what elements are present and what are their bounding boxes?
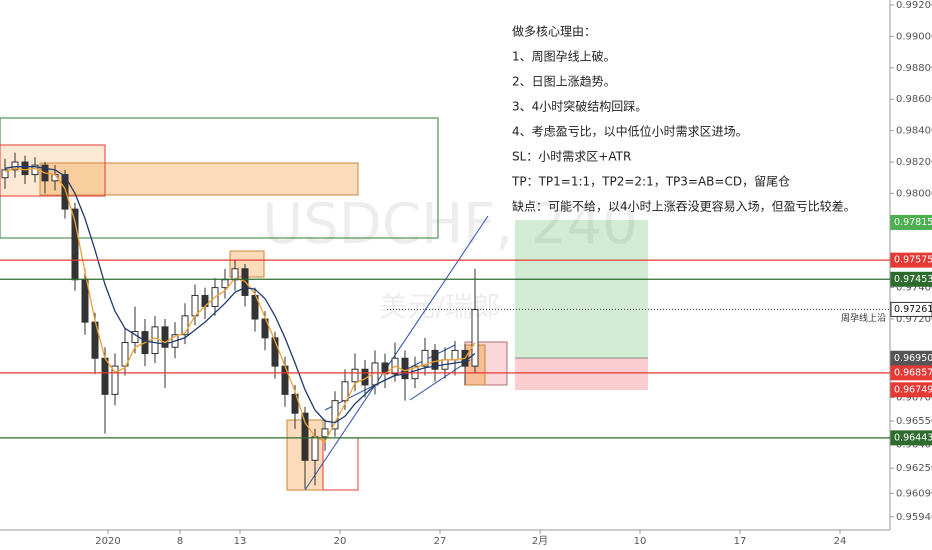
price-tag-label: 0.96857	[894, 367, 932, 378]
candle-body	[181, 315, 189, 336]
price-tag-label: 0.97575	[894, 255, 932, 266]
price-tag	[890, 301, 932, 317]
candle-body	[101, 357, 109, 395]
price-tag	[890, 382, 932, 398]
candle-body	[331, 400, 339, 430]
demand-box	[39, 162, 359, 196]
x-tick-label: 2020	[95, 536, 120, 547]
candle-body	[451, 349, 459, 361]
candle-body	[291, 393, 299, 414]
trend-line	[304, 215, 489, 491]
price-tag-label: 0.96950	[894, 353, 932, 364]
trend-line	[409, 359, 471, 401]
watermark-sub: 美元/瑞郎	[379, 290, 500, 323]
candle-body	[421, 349, 429, 367]
price-tag-label: 0.97261	[894, 304, 932, 315]
supply-box	[0, 144, 106, 197]
candle-body	[401, 357, 409, 380]
price-tag	[890, 430, 932, 446]
candle-body	[321, 428, 329, 438]
x-tick-label: 24	[834, 536, 847, 547]
candle-body	[11, 161, 19, 171]
price-tag	[890, 271, 932, 287]
x-tick-label: 17	[734, 536, 747, 547]
candle-body	[21, 161, 29, 176]
candle-body	[191, 294, 199, 317]
candle-body	[61, 174, 69, 210]
price-tag-label: 0.97815	[894, 217, 932, 228]
candle-body	[151, 326, 159, 355]
candle-body	[121, 342, 129, 367]
note-line: 3、4小时突破结构回踩。	[512, 99, 647, 114]
moving-average	[4, 166, 476, 424]
candle-body	[471, 309, 479, 367]
note-line: TP：TP1=1:1，TP2=2:1，TP3=AB=CD，留尾仓	[511, 175, 790, 189]
note-line: SL：小时需求区+ATR	[512, 150, 631, 164]
level-note: 周孕线上沿	[841, 312, 886, 324]
candle-body	[161, 326, 169, 348]
note-line: 做多核心理由：	[512, 24, 596, 39]
x-tick-label: 10	[634, 536, 647, 547]
candle-body	[111, 365, 119, 395]
price-tag	[890, 350, 932, 366]
target-zone	[515, 220, 648, 358]
x-tick-label: 2月	[532, 535, 548, 547]
watermark: USDCHF, 240	[262, 192, 638, 257]
x-tick-label: 13	[234, 536, 247, 547]
price-tag	[890, 365, 932, 381]
y-tick-label: 0.95940	[896, 512, 932, 523]
x-tick-label: 8	[177, 536, 183, 547]
note-line: 1、周图孕线上破。	[512, 49, 616, 64]
candle-body	[301, 412, 309, 461]
zone-box	[0, 117, 439, 239]
candle-body	[1, 169, 9, 179]
candle-body	[341, 381, 349, 402]
note-line: 4、考虑盈亏比，以中低位小时需求区进场。	[512, 124, 748, 139]
price-tag-label: 0.96749	[894, 384, 932, 395]
candle-body	[271, 337, 279, 367]
price-tag-label: 0.96443	[894, 432, 932, 443]
candle-body	[311, 436, 319, 461]
candle-body	[351, 368, 359, 383]
x-tick-label: 20	[334, 536, 347, 547]
candle-body	[81, 279, 89, 323]
price-tag	[890, 214, 932, 230]
price-tag	[890, 252, 932, 268]
price-tag-label: 0.97453	[894, 274, 932, 285]
stop-zone	[515, 358, 648, 390]
candle-body	[431, 349, 439, 370]
candle-body	[221, 279, 229, 289]
x-tick-label: 27	[434, 536, 447, 547]
note-line: 缺点：可能不给，以4小时上涨吞没更容易入场，但盈亏比较差。	[512, 199, 856, 214]
note-line: 2、日图上涨趋势。	[512, 74, 616, 89]
